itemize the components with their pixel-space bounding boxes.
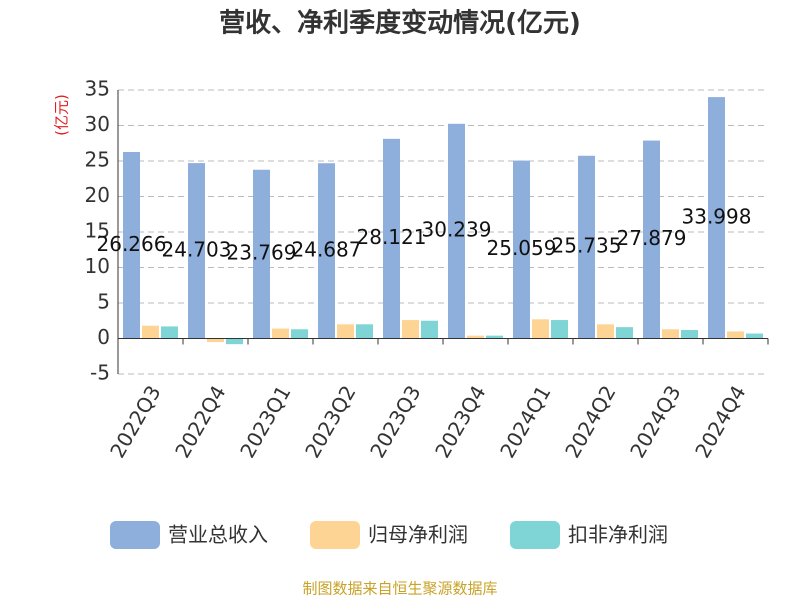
bar (318, 163, 335, 339)
bar (532, 319, 549, 339)
x-tick-label: 2022Q3 (105, 381, 165, 462)
data-label: 26.266 (97, 232, 167, 256)
bar (578, 155, 595, 339)
bar (253, 169, 270, 339)
y-tick-label: 10 (85, 254, 110, 278)
y-tick-label: 5 (97, 290, 110, 314)
bar (727, 331, 744, 339)
bar (597, 324, 614, 339)
bar (356, 324, 373, 339)
bar (551, 320, 568, 339)
x-tick-label: 2022Q4 (170, 381, 230, 462)
x-tick-label: 2023Q2 (300, 381, 360, 462)
bar (337, 324, 354, 339)
bar (272, 328, 289, 339)
bar (421, 320, 438, 339)
bar (188, 163, 205, 339)
bar (402, 320, 419, 339)
bar (643, 140, 660, 339)
data-label: 24.687 (292, 237, 362, 261)
x-tick-label: 2023Q3 (365, 381, 425, 462)
data-label: 24.703 (162, 237, 232, 261)
bar (681, 329, 698, 339)
bar (448, 123, 465, 339)
bar (513, 160, 530, 339)
bar (383, 138, 400, 339)
bar (662, 329, 679, 339)
legend-swatch (510, 521, 560, 549)
bar (207, 338, 224, 343)
x-tick-label: 2024Q3 (625, 381, 685, 462)
y-axis-label: (亿元) (53, 94, 71, 136)
y-tick-label: -5 (90, 361, 110, 385)
y-tick-label: 15 (85, 219, 110, 243)
chart-title: 营收、净利季度变动情况(亿元) (219, 8, 581, 39)
legend-swatch (310, 521, 360, 549)
y-tick-label: 0 (97, 325, 110, 349)
x-tick-label: 2023Q1 (235, 381, 295, 462)
bar (467, 335, 484, 339)
x-tick-label: 2024Q4 (690, 381, 750, 462)
data-label: 27.879 (617, 226, 687, 250)
bar (123, 152, 140, 339)
data-label: 23.769 (227, 241, 297, 265)
bar (616, 327, 633, 339)
bar (708, 97, 725, 339)
data-label: 28.121 (357, 225, 427, 249)
data-label: 30.239 (422, 218, 492, 242)
x-tick-label: 2024Q1 (495, 381, 555, 462)
legend-label: 扣非净利润 (568, 523, 668, 547)
data-label: 25.059 (487, 236, 557, 260)
data-label: 25.735 (552, 234, 622, 258)
y-tick-label: 25 (85, 148, 110, 172)
bar (161, 326, 178, 339)
y-tick-label: 35 (85, 77, 110, 101)
source-note: 制图数据来自恒生聚源数据库 (302, 580, 497, 598)
bar (226, 338, 243, 345)
data-label: 33.998 (682, 204, 752, 228)
x-tick-label: 2023Q4 (430, 381, 490, 462)
legend-label: 归母净利润 (368, 523, 468, 547)
bar (746, 333, 763, 339)
x-tick-label: 2024Q2 (560, 381, 620, 462)
bar (486, 335, 503, 339)
y-tick-label: 30 (85, 112, 110, 136)
bar (291, 329, 308, 339)
legend-swatch (110, 521, 160, 549)
legend-label: 营业总收入 (168, 523, 268, 547)
y-tick-label: 20 (85, 183, 110, 207)
bar (142, 325, 159, 339)
